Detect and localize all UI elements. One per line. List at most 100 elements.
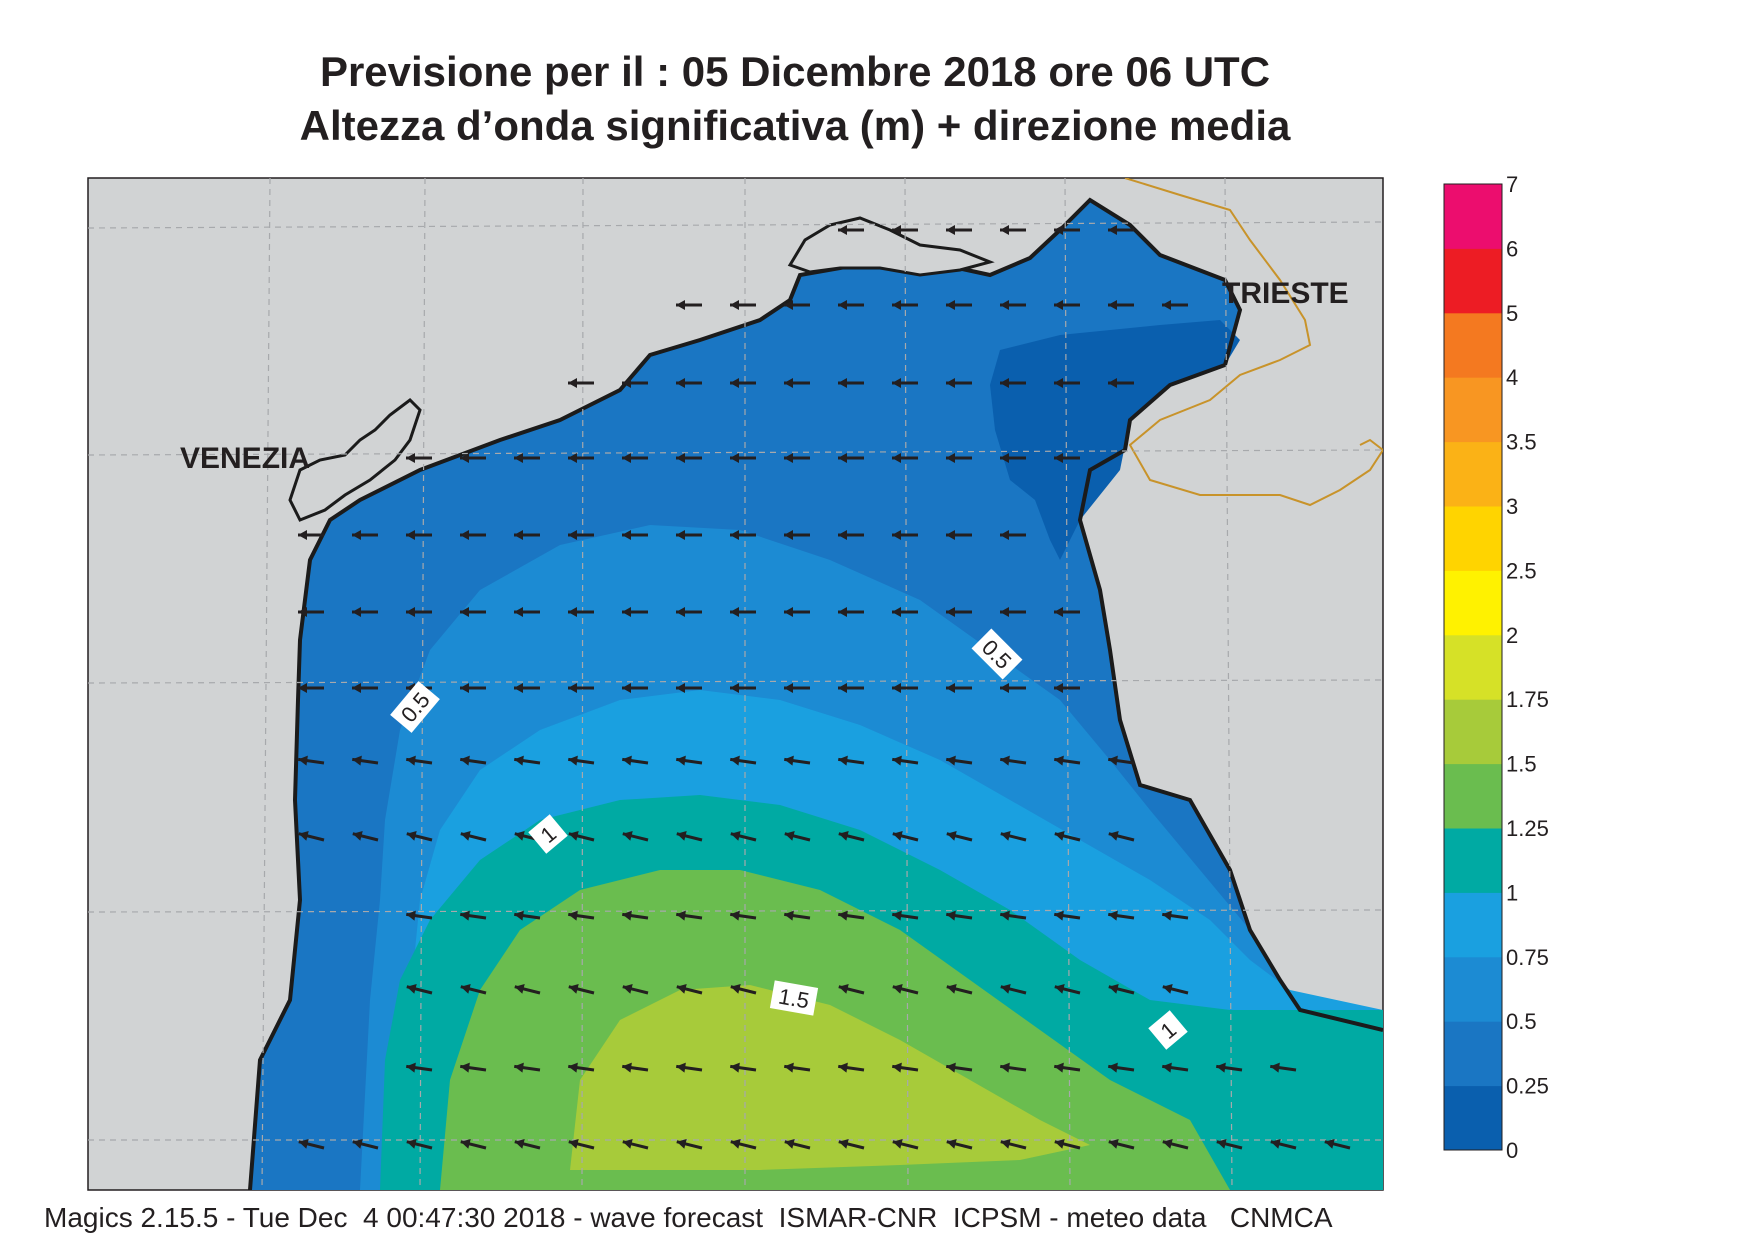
wave-arrow-head xyxy=(730,453,739,463)
wave-arrow-head xyxy=(1216,1139,1227,1149)
wave-arrow-head xyxy=(892,984,903,994)
wave-arrow-head xyxy=(1054,607,1063,617)
wave-arrow-head xyxy=(784,831,795,841)
legend-swatch xyxy=(1444,892,1502,958)
wave-arrow-head xyxy=(514,831,525,841)
wave-arrow-head xyxy=(1000,683,1009,693)
wave-arrow-head xyxy=(838,378,847,388)
wave-arrow-head xyxy=(352,607,361,617)
title-line-1: Previsione per il : 05 Dicembre 2018 ore… xyxy=(319,48,1271,95)
wave-arrow-head xyxy=(568,1062,578,1073)
wave-arrow-head xyxy=(892,607,901,617)
legend-swatch xyxy=(1444,570,1502,636)
wave-arrow-head xyxy=(568,530,577,540)
wave-arrow-head xyxy=(892,300,901,310)
wave-arrow-head xyxy=(838,1062,848,1073)
wave-arrow-head xyxy=(460,453,469,463)
wave-arrow-head xyxy=(352,831,363,841)
legend-tick-label: 3.5 xyxy=(1506,430,1537,455)
wave-arrow-head xyxy=(622,530,631,540)
wave-arrow-head xyxy=(946,1139,957,1149)
wave-arrow-head xyxy=(946,607,955,617)
wave-arrow-head xyxy=(730,984,741,994)
city-label-trieste: TRIESTE xyxy=(1222,277,1349,310)
wave-arrow-head xyxy=(406,530,415,540)
legend-swatch xyxy=(1444,1021,1502,1087)
wave-arrow-head xyxy=(946,225,955,235)
legend-tick-label: 4 xyxy=(1506,365,1518,390)
wave-arrow-head xyxy=(622,607,631,617)
map-content xyxy=(88,178,1383,1190)
legend-swatch xyxy=(1444,956,1502,1022)
wave-arrow-head xyxy=(1108,984,1119,994)
wave-arrow-head xyxy=(1108,300,1117,310)
wave-arrow-head xyxy=(892,1062,902,1073)
wave-arrow-head xyxy=(1162,984,1173,994)
legend-tick-label: 0.5 xyxy=(1506,1009,1537,1034)
wave-arrow-head xyxy=(1000,378,1009,388)
wave-arrow-head xyxy=(1054,1062,1064,1073)
wave-arrow-head xyxy=(838,225,847,235)
wave-arrow-head xyxy=(460,910,470,921)
wave-arrow-head xyxy=(946,530,955,540)
wave-arrow-head xyxy=(460,984,471,994)
legend-tick-label: 0 xyxy=(1506,1138,1518,1163)
wave-arrow-head xyxy=(622,683,631,693)
wave-arrow-head xyxy=(892,453,901,463)
wave-arrow-head xyxy=(1270,1062,1280,1073)
wave-arrow-head xyxy=(1162,1062,1172,1073)
wave-arrow-head xyxy=(568,378,577,388)
contour-label-text: 1.5 xyxy=(777,984,811,1014)
wave-arrow-head xyxy=(406,984,417,994)
wave-arrow-head xyxy=(1270,1139,1281,1149)
wave-arrow-head xyxy=(730,378,739,388)
city-label-venezia: VENEZIA xyxy=(180,442,310,475)
wave-arrow-head xyxy=(298,755,308,766)
wave-arrow-head xyxy=(730,1139,741,1149)
wave-arrow-head xyxy=(946,378,955,388)
wave-arrow-head xyxy=(838,530,847,540)
wave-arrow-head xyxy=(514,984,525,994)
wave-arrow-head xyxy=(676,607,685,617)
wave-arrow-head xyxy=(406,1062,416,1073)
wave-arrow-head xyxy=(1324,1139,1335,1149)
title-line-2: Altezza d’onda significativa (m) + direz… xyxy=(299,102,1291,149)
wave-arrow-head xyxy=(676,683,685,693)
wave-arrow-head xyxy=(784,1062,794,1073)
wave-arrow-head xyxy=(784,530,793,540)
wave-arrow-head xyxy=(298,1139,309,1149)
wave-arrow-head xyxy=(1162,300,1171,310)
wave-arrow-head xyxy=(838,755,848,766)
wave-arrow-head xyxy=(730,607,739,617)
wave-arrow-head xyxy=(568,607,577,617)
wave-arrow-head xyxy=(676,831,687,841)
legend-swatch xyxy=(1444,763,1502,829)
wave-arrow-head xyxy=(1000,755,1010,766)
wave-arrow-head xyxy=(1000,1062,1010,1073)
wave-arrow-head xyxy=(460,683,469,693)
wave-arrow-head xyxy=(1054,1139,1065,1149)
legend-swatch xyxy=(1444,634,1502,700)
legend-swatch xyxy=(1444,184,1502,249)
wave-arrow-head xyxy=(1000,1139,1011,1149)
wave-arrow-head xyxy=(1054,910,1064,921)
wave-arrow-head xyxy=(406,755,416,766)
legend-tick-label: 1 xyxy=(1506,880,1518,905)
venice-lagoon xyxy=(288,398,422,522)
wave-arrow-head xyxy=(1054,683,1063,693)
wave-arrow-head xyxy=(946,1062,956,1073)
legend-swatch xyxy=(1444,441,1502,507)
wave-arrow-head xyxy=(1162,910,1172,921)
wave-arrow-head xyxy=(676,453,685,463)
wave-arrow-head xyxy=(1108,1139,1119,1149)
wave-direction-arrows xyxy=(298,225,1351,1150)
wave-arrow-head xyxy=(460,607,469,617)
wave-arrow-head xyxy=(406,831,417,841)
wave-arrow-head xyxy=(514,683,523,693)
wave-arrow-head xyxy=(1108,378,1117,388)
wave-arrow-head xyxy=(946,453,955,463)
wave-arrow-head xyxy=(568,831,579,841)
wave-arrow-head xyxy=(784,453,793,463)
wave-arrow-head xyxy=(514,755,524,766)
wave-arrow-head xyxy=(568,984,579,994)
